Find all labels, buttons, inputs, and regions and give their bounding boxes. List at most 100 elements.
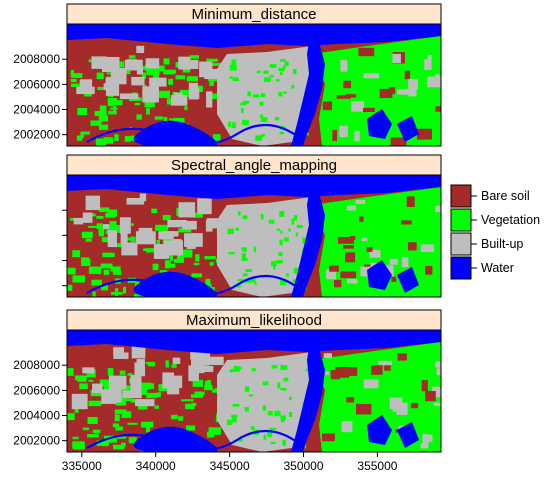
vegetation-patch: [195, 254, 200, 262]
vegetation-patch: [288, 228, 291, 232]
vegetation-patch: [164, 225, 169, 231]
built-up-patch: [107, 230, 117, 247]
built-up-patch: [101, 56, 120, 73]
vegetation-patch: [236, 284, 241, 288]
vegetation-patch: [237, 279, 244, 282]
vegetation-patch: [140, 421, 154, 428]
legend: Bare soil Vegetation Built-up Water: [450, 184, 540, 280]
land-patch: [391, 276, 397, 282]
built-up-patch: [131, 76, 145, 86]
vegetation-patch: [119, 370, 126, 375]
vegetation-patch: [260, 214, 264, 220]
vegetation-patch: [171, 364, 177, 368]
x-tick-label: 335000: [62, 459, 102, 473]
vegetation-patch: [170, 414, 178, 420]
land-patch: [384, 365, 391, 371]
water-body: [397, 422, 419, 448]
vegetation-patch: [72, 275, 85, 283]
vegetation-patch: [288, 412, 293, 417]
vegetation-patch: [302, 237, 306, 244]
vegetation-patch: [182, 67, 191, 73]
vegetation-patch: [268, 219, 275, 224]
vegetation-patch: [157, 90, 171, 98]
vegetation-patch: [173, 258, 185, 263]
land-patch: [363, 379, 379, 389]
y-axis: 2008000 2006000 2004000 2002000: [13, 52, 67, 142]
built-up-patch: [130, 375, 142, 392]
land-patch: [350, 235, 356, 240]
y-tick-label: 2006000: [13, 77, 60, 91]
legend-swatch: [450, 184, 472, 208]
vegetation-patch: [260, 114, 264, 118]
built-up-patch: [139, 193, 147, 202]
built-up-patch: [199, 61, 213, 78]
y-tick-label: 2002000: [13, 128, 60, 142]
vegetation-patch: [163, 58, 170, 65]
built-up-city: [217, 46, 317, 146]
built-up-patch: [120, 228, 128, 244]
vegetation-patch: [276, 260, 283, 264]
vegetation-patch: [115, 288, 119, 296]
land-patch: [408, 89, 417, 97]
vegetation-patch: [232, 403, 240, 407]
land-patch: [355, 403, 372, 415]
legend-label: Built-up: [481, 237, 523, 251]
vegetation-patch: [163, 70, 175, 75]
vegetation-patch: [205, 278, 211, 285]
land-patch: [423, 434, 433, 442]
vegetation-patch: [245, 269, 253, 272]
vegetation-patch: [143, 248, 156, 252]
vegetation-patch: [191, 273, 203, 278]
vegetation-patch: [273, 264, 276, 270]
river-estuary: [291, 42, 325, 146]
sea: [67, 24, 441, 48]
built-up-patch: [142, 86, 159, 103]
vegetation-patch: [193, 215, 203, 218]
vegetation-patch: [189, 212, 203, 218]
land-patch: [435, 205, 441, 213]
land-patch: [436, 368, 441, 376]
vegetation-patch: [131, 223, 135, 226]
built-up-patch: [119, 93, 139, 100]
built-up-patch: [92, 383, 103, 394]
built-up-patch: [111, 386, 122, 403]
vegetation-patch: [92, 291, 96, 297]
vegetation-patch: [178, 228, 192, 233]
land-patch: [416, 128, 432, 140]
vegetation-patch: [240, 107, 244, 113]
vegetation-patch: [237, 438, 243, 442]
vegetation-patch: [103, 137, 113, 144]
vegetation-patch: [274, 410, 281, 417]
vegetation-patch: [70, 83, 81, 88]
vegetation-patch: [88, 225, 102, 228]
built-up-patch: [85, 195, 101, 211]
vegetation-patch: [165, 360, 169, 368]
vegetation-patch: [239, 103, 247, 106]
vegetation-patch: [72, 436, 79, 440]
built-up-patch: [134, 362, 146, 377]
vegetation-patch: [87, 416, 98, 425]
land-patch: [322, 101, 333, 111]
vegetation-patch: [144, 383, 155, 390]
y-tick-label: 2008000: [13, 52, 60, 66]
y-axis: [62, 209, 67, 287]
land-patch: [336, 95, 351, 99]
vegetation-patch: [104, 435, 117, 443]
land-patch: [435, 106, 441, 112]
vegetation-patch: [100, 263, 113, 269]
lagoon: [133, 271, 217, 297]
built-up-patch: [203, 365, 214, 373]
land-patch: [323, 353, 333, 359]
vegetation-patch: [96, 72, 104, 80]
vegetation-patch: [190, 394, 203, 398]
vegetation-patch: [279, 131, 285, 135]
vegetation-patch: [147, 362, 156, 367]
vegetation-patch: [263, 434, 267, 440]
vegetation-patch: [269, 427, 277, 431]
vegetation-patch: [162, 214, 171, 221]
vegetation-patch: [91, 279, 102, 286]
vegetation-patch: [107, 209, 118, 217]
vegetation-patch: [120, 398, 134, 402]
land-patch: [359, 216, 364, 222]
vegetation-patch: [283, 91, 287, 94]
